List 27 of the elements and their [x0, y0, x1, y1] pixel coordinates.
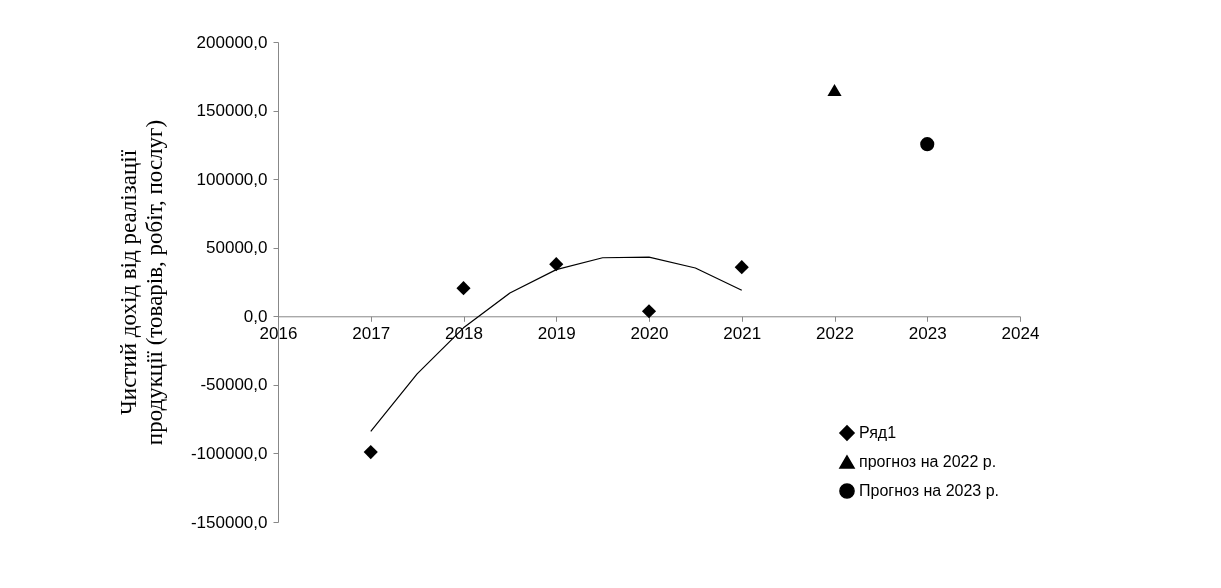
y-axis-title: Чистий дохід від реалізації продукції (товарів, робіт, послуг)	[115, 119, 167, 446]
y-tick-label: 100000,0	[196, 169, 268, 189]
point	[456, 281, 471, 296]
point	[734, 260, 749, 275]
point	[363, 444, 378, 460]
y-tick-label: -150000,0	[190, 512, 268, 532]
legend-label: Прогноз на 2023 р.	[859, 482, 1000, 499]
point	[827, 83, 842, 97]
y-tick-label: 200000,0	[196, 32, 268, 52]
y-tick-label: 150000,0	[196, 101, 268, 121]
x-tick-label: 2016	[259, 323, 298, 343]
x-tick-label: 2021	[723, 323, 762, 343]
x-tick-label: 2019	[537, 323, 576, 343]
x-tick-label: 2022	[816, 323, 854, 343]
point	[549, 257, 564, 272]
y-tick-label: -100000,0	[190, 443, 268, 463]
y-tick-label: 0,0	[243, 306, 268, 326]
x-tick-label: 2017	[352, 323, 391, 343]
y-tick-label: 50000,0	[206, 238, 268, 258]
y-tick-label: -50000,0	[200, 375, 268, 395]
x-tick-label: 2024	[1001, 323, 1040, 343]
legend-label: прогноз на 2022 р.	[859, 453, 997, 470]
legend-label: Ряд1	[859, 424, 897, 441]
point	[920, 137, 935, 152]
point	[641, 304, 657, 319]
x-tick-label: 2023	[908, 323, 947, 343]
x-tick-label: 2020	[630, 323, 669, 343]
